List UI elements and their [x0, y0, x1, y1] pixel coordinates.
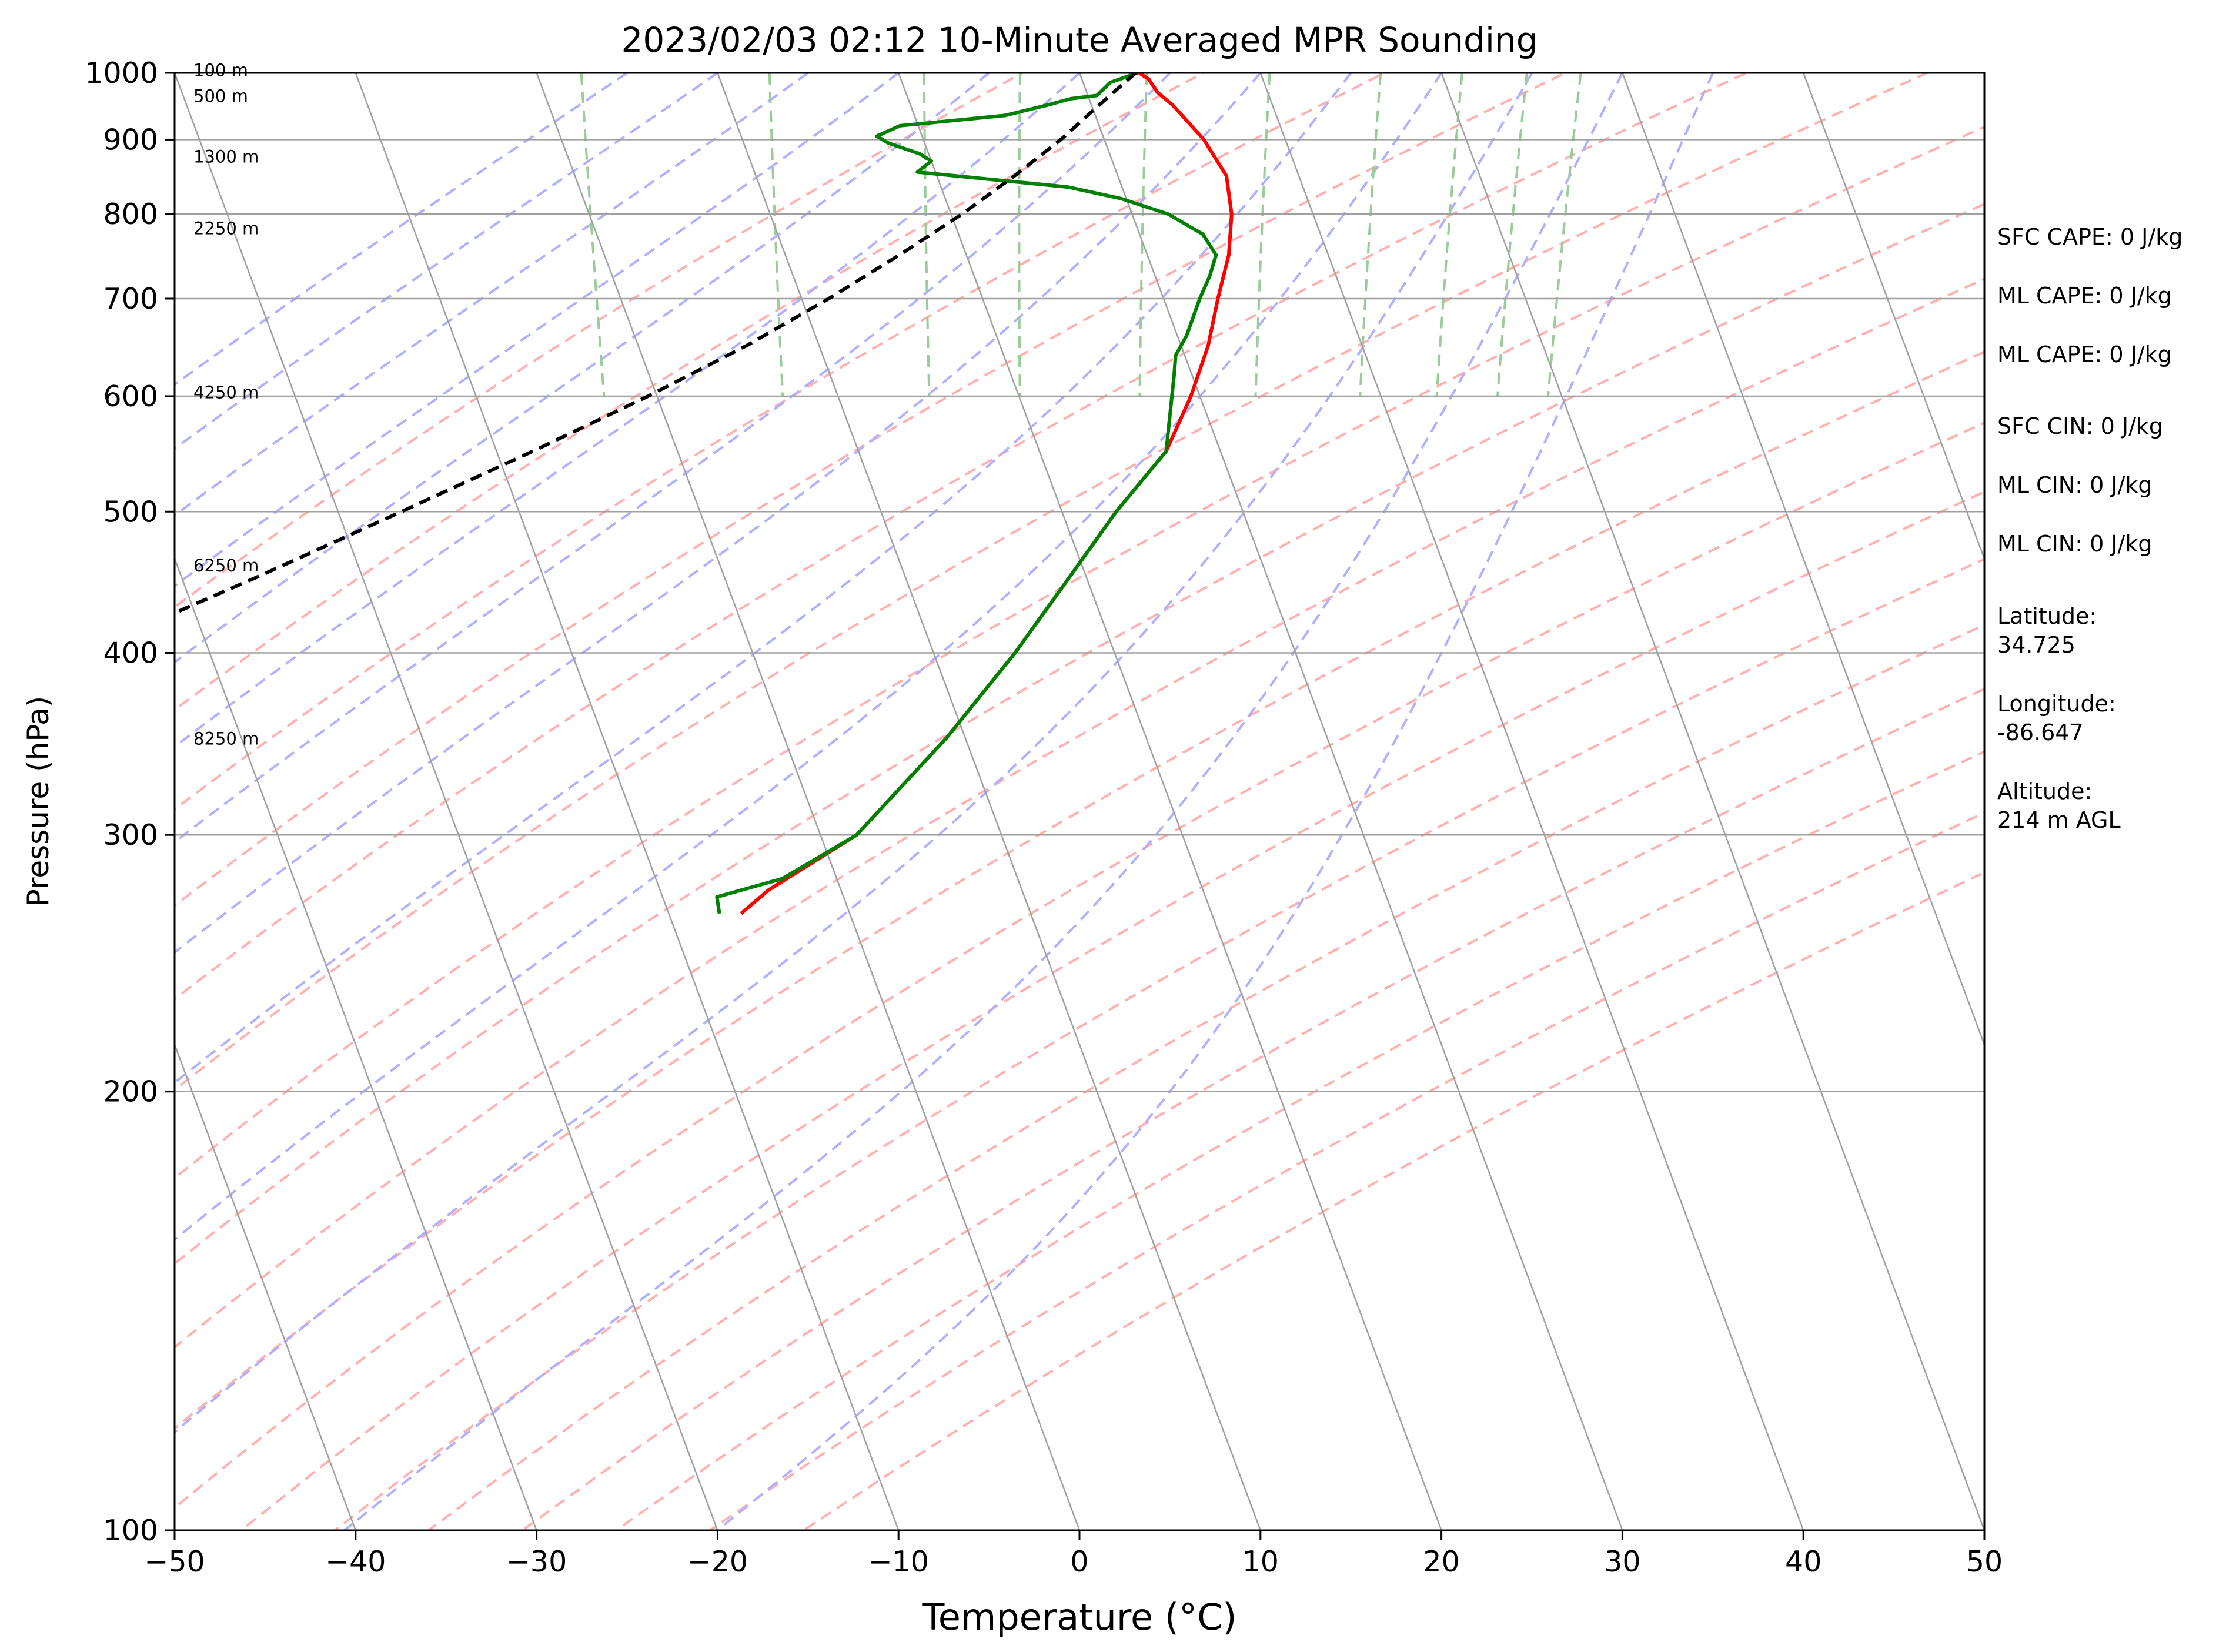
- x-tick-label: 20: [1423, 1545, 1459, 1579]
- dry-adiabat-line-8: [175, 277, 1984, 1349]
- moist-adiabat-line-7: [175, 73, 1262, 954]
- x-tick-label: 40: [1785, 1545, 1821, 1579]
- y-tick-label: 800: [103, 198, 158, 231]
- sounding-index-text: 214 m AGL: [1997, 807, 2121, 833]
- isotherm-line-0: [1078, 73, 1623, 1530]
- y-tick-label: 200: [103, 1075, 158, 1109]
- x-tick-label: 30: [1604, 1545, 1640, 1579]
- dry-adiabat-line-11: [240, 490, 1984, 1530]
- isotherm-line-60: [2165, 73, 2226, 1530]
- x-tick-label: −10: [868, 1545, 928, 1579]
- sounding-index-text: Altitude:: [1997, 778, 2092, 804]
- moist-adiabat-line-10: [175, 73, 1533, 1434]
- dry-adiabat-line-2: [175, 73, 1388, 811]
- sounding-index-text: ML CIN: 0 J/kg: [1997, 531, 2152, 557]
- sounding-index-text: -86.647: [1997, 720, 2084, 745]
- sounding-index-text: ML CAPE: 0 J/kg: [1997, 283, 2172, 309]
- y-axis-label: Pressure (hPa): [21, 696, 55, 907]
- x-tick-label: −30: [506, 1545, 567, 1579]
- sounding-indices-panel: SFC CAPE: 0 J/kg ML CAPE: 0 J/kg ML CAPE: …: [1997, 224, 2182, 833]
- isotherm-line--50: [175, 73, 718, 1530]
- height-label: 1300 m: [193, 146, 259, 166]
- y-axis-ticks: 1000 900 800 700 600 500 400 300 200 100: [85, 56, 175, 1547]
- isotherm-line-20: [1440, 73, 1984, 1530]
- sounding-index-text: SFC CIN: 0 J/kg: [1997, 413, 2163, 439]
- plot-background: [175, 73, 1984, 1530]
- background-reference-lines: [175, 73, 2226, 1530]
- sounding-index-text: 34.725: [1997, 632, 2075, 658]
- chart-title: 2023/02/03 02:12 10-Minute Averaged MPR …: [621, 20, 1538, 60]
- moist-adiabat-line-12: [716, 73, 1714, 1530]
- y-tick-label: 400: [103, 636, 158, 670]
- sounding-index-text: Latitude:: [1997, 603, 2097, 629]
- dry-adiabat-line-7: [175, 203, 1984, 1266]
- height-label: 6250 m: [193, 556, 259, 576]
- sounding-series-line-1: [715, 73, 1218, 914]
- moist-adiabat-line-6: [175, 73, 1171, 844]
- isotherm-line--30: [536, 73, 1081, 1530]
- dry-adiabat-line-5: [175, 73, 1930, 1092]
- mixing-ratio-line-3: [1018, 73, 1021, 397]
- sounding-profiles: [175, 73, 1234, 915]
- x-tick-label: −20: [687, 1545, 748, 1579]
- y-tick-label: 600: [103, 380, 158, 413]
- height-label: 8250 m: [193, 729, 259, 749]
- moist-adiabat-line-4: [175, 73, 990, 664]
- sounding-series-line-2: [175, 73, 1137, 615]
- height-label: 4250 m: [193, 383, 259, 403]
- x-tick-label: 10: [1242, 1545, 1279, 1579]
- y-tick-label: 300: [103, 818, 158, 852]
- x-axis-ticks: −50 −40 −30 −20 −10 0 10 20 30 40 50: [144, 1530, 2003, 1579]
- moist-adiabat-line-2: [175, 73, 809, 517]
- sounding-index-text: ML CIN: 0 J/kg: [1997, 472, 2152, 498]
- isotherm-line--70: [175, 1042, 356, 1530]
- moist-adiabat-line-3: [175, 73, 900, 588]
- dry-adiabat-line-6: [175, 125, 1984, 1180]
- isotherm-line--60: [175, 556, 537, 1530]
- isotherm-line--10: [898, 73, 1442, 1530]
- isotherm-line-10: [1259, 73, 1804, 1530]
- isotherm-line-40: [1803, 73, 1984, 561]
- sounding-index-text: ML CAPE: 0 J/kg: [1997, 342, 2172, 367]
- y-tick-label: 700: [103, 282, 158, 316]
- dry-adiabat-line-4: [175, 73, 1749, 1001]
- height-labels: 100 m 500 m 1300 m 2250 m 4250 m 6250 m 8250 m: [193, 60, 259, 748]
- y-tick-label: 1000: [85, 56, 158, 90]
- x-axis-label: Temperature (°C): [921, 1596, 1236, 1638]
- y-tick-label: 500: [103, 495, 158, 529]
- dry-adiabat-line-10: [175, 421, 1984, 1510]
- sounding-index-text: SFC CAPE: 0 J/kg: [1997, 224, 2182, 250]
- dry-adiabat-line-3: [175, 73, 1569, 907]
- height-label: 2250 m: [193, 218, 259, 238]
- x-tick-label: −40: [325, 1545, 386, 1579]
- moist-adiabat-line-8: [175, 73, 1352, 1085]
- sounding-index-text: Longitude:: [1997, 691, 2116, 717]
- dry-adiabat-line-9: [175, 350, 1984, 1430]
- isotherm-line--20: [717, 73, 1261, 1530]
- isotherm-line--40: [355, 73, 900, 1530]
- isotherm-line-30: [1622, 73, 1984, 1047]
- moist-adiabat-line-9: [175, 73, 1443, 1242]
- x-tick-label: 50: [1966, 1545, 2003, 1579]
- dry-adiabat-line-12: [334, 557, 1984, 1530]
- y-tick-label: 900: [103, 123, 158, 156]
- y-tick-label: 100: [103, 1514, 158, 1547]
- x-tick-label: −50: [144, 1545, 205, 1579]
- height-label: 500 m: [193, 86, 248, 106]
- x-tick-label: 0: [1070, 1545, 1088, 1579]
- height-label: 100 m: [193, 60, 248, 80]
